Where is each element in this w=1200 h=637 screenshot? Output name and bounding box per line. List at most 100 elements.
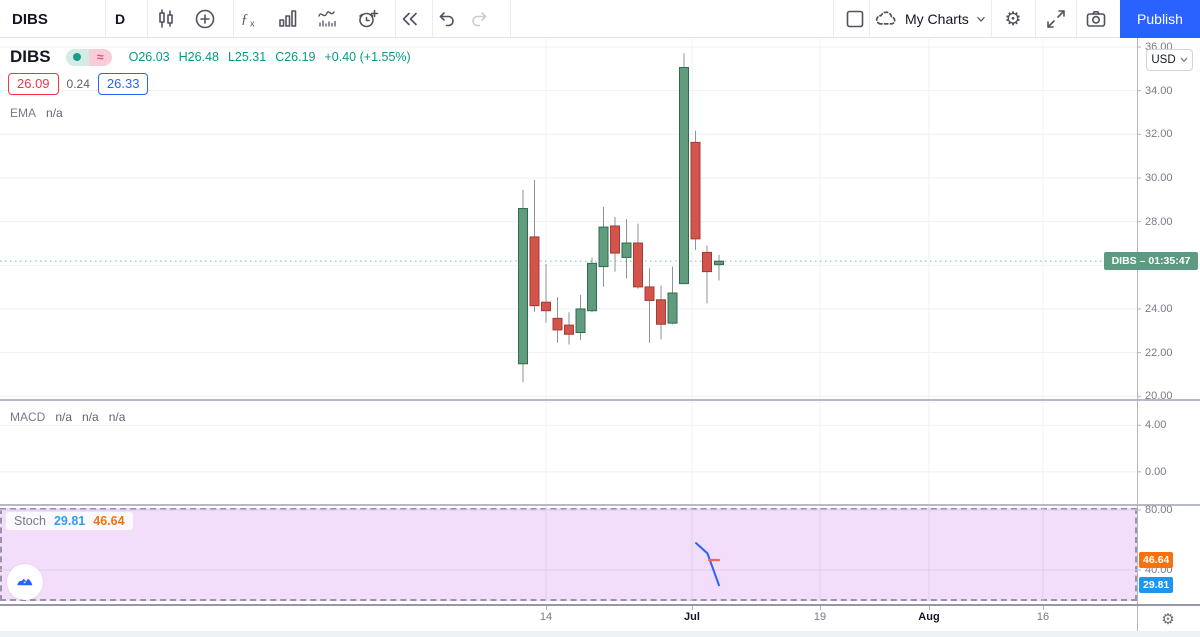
indicators-button[interactable]: ƒ x xyxy=(236,7,260,31)
macd-legend[interactable]: MACD n/a n/a n/a xyxy=(10,410,125,424)
fx-indicators-icon: ƒ x xyxy=(241,12,255,29)
toolbar-separator xyxy=(395,0,396,38)
top-toolbar: DIBS D ƒ x xyxy=(0,0,1200,38)
stoch-price-tick: 80.00 xyxy=(1145,504,1173,516)
sell-bid-button[interactable]: 26.09 xyxy=(8,73,59,95)
main-price-tick: 34.00 xyxy=(1145,84,1173,97)
toolbar-separator xyxy=(147,0,148,38)
stoch-label: Stoch xyxy=(14,514,46,528)
stoch-k-value: 29.81 xyxy=(53,514,86,528)
chevron-down-icon xyxy=(977,16,985,22)
pane-separator-macd[interactable] xyxy=(0,399,1200,401)
pane-separator-stoch[interactable] xyxy=(0,504,1200,506)
gear-icon: ⚙ xyxy=(1004,8,1022,30)
main-price-tick: 22.00 xyxy=(1145,346,1173,359)
my-charts-label: My Charts xyxy=(905,11,969,27)
compare-add-button[interactable] xyxy=(193,7,217,31)
high-value: H26.48 xyxy=(178,50,219,64)
camera-icon xyxy=(1086,11,1106,27)
time-tick-label: 19 xyxy=(813,611,827,623)
ohlc-values: O26.03 H26.48 L25.31 C26.19 +0.40 (+1.55… xyxy=(129,50,411,64)
tradingview-logo-button[interactable] xyxy=(7,564,43,600)
toolbar-separator xyxy=(1035,0,1036,38)
macd-price-tick: 0.00 xyxy=(1145,465,1167,478)
macd-value-1: n/a xyxy=(55,410,73,424)
series-toggle-pill[interactable]: ≈ xyxy=(65,48,112,66)
symbol-search-button[interactable]: DIBS xyxy=(12,10,48,28)
redo-arrow-icon xyxy=(472,12,487,27)
bid-ask-row: 26.09 0.24 26.33 xyxy=(8,73,149,95)
time-tick-label: Aug xyxy=(918,611,940,623)
approx-marker-toggle[interactable]: ≈ xyxy=(88,48,112,66)
interval-button[interactable]: D xyxy=(115,11,126,27)
alarm-clock-plus-icon xyxy=(359,9,379,28)
plus-circle-icon xyxy=(195,9,215,29)
main-price-tick: 28.00 xyxy=(1145,215,1173,228)
main-price-tick: 20.00 xyxy=(1145,390,1173,403)
currency-dropdown[interactable]: USD xyxy=(1146,49,1193,71)
macd-value-2: n/a xyxy=(82,410,99,424)
svg-text:x: x xyxy=(250,19,255,29)
time-tick-mark xyxy=(1043,606,1044,610)
macd-value-3: n/a xyxy=(108,410,126,424)
change-value: +0.40 (+1.55%) xyxy=(324,50,411,64)
pattern-line-chart-icon xyxy=(318,11,336,27)
toolbar-separator xyxy=(105,0,106,38)
time-tick-label: Jul xyxy=(684,611,700,623)
time-axis-corner-border xyxy=(1137,606,1138,631)
fundamental-metrics-button[interactable] xyxy=(276,7,300,31)
close-value: C26.19 xyxy=(275,50,316,64)
fullscreen-button[interactable] xyxy=(1044,7,1068,31)
toolbar-separator xyxy=(1076,0,1077,38)
redo-button[interactable] xyxy=(467,7,491,31)
fullscreen-arrows-icon xyxy=(1047,10,1065,28)
toolbar-separator xyxy=(869,0,870,38)
toolbar-separator xyxy=(991,0,992,38)
main-series-legend: DIBS ≈ O26.03 H26.48 L25.31 C26.19 +0.40… xyxy=(10,47,411,67)
publish-button[interactable]: Publish xyxy=(1120,0,1200,38)
my-charts-button[interactable]: My Charts xyxy=(872,0,986,38)
last-price-label: DIBS – 01:35:47 xyxy=(1104,252,1198,271)
time-tick-label: 14 xyxy=(539,611,553,623)
time-tick-mark xyxy=(546,606,547,610)
open-value: O26.03 xyxy=(128,50,170,64)
main-price-tick: 32.00 xyxy=(1145,128,1173,141)
layout-square-icon xyxy=(846,10,864,28)
visibility-toggle[interactable] xyxy=(65,48,89,66)
undo-arrow-icon xyxy=(439,12,454,27)
stoch-legend[interactable]: Stoch 29.81 46.64 xyxy=(6,512,133,530)
legend-symbol[interactable]: DIBS xyxy=(10,47,51,66)
layout-select-button[interactable] xyxy=(843,7,867,31)
ema-legend[interactable]: EMA n/a xyxy=(10,106,63,120)
currency-label: USD xyxy=(1151,54,1176,66)
ema-label: EMA xyxy=(10,106,37,120)
candlestick-style-button[interactable] xyxy=(154,7,178,31)
toolbar-separator xyxy=(833,0,834,38)
replay-button[interactable] xyxy=(398,7,422,31)
spread-value: 0.24 xyxy=(66,77,90,91)
time-tick-mark xyxy=(929,606,930,610)
gear-icon: ⚙ xyxy=(1161,611,1175,628)
stoch-pane-background xyxy=(0,508,1137,601)
time-axis[interactable]: ⚙ 14 Jul 19 Aug 16 xyxy=(0,606,1200,631)
chevron-down-icon xyxy=(1180,57,1187,63)
cloud-icon xyxy=(875,11,896,25)
time-tick-mark xyxy=(692,606,693,610)
indicator-templates-button[interactable] xyxy=(316,7,340,31)
ema-value: n/a xyxy=(46,106,63,120)
bottom-strip xyxy=(0,631,1200,637)
snapshot-button[interactable] xyxy=(1084,7,1108,31)
time-tick-label: 16 xyxy=(1036,611,1050,623)
undo-button[interactable] xyxy=(435,7,459,31)
time-tick-mark xyxy=(820,606,821,610)
toolbar-separator xyxy=(510,0,511,38)
chart-settings-button[interactable]: ⚙ xyxy=(1001,7,1025,31)
buy-ask-button[interactable]: 26.33 xyxy=(97,73,149,95)
stoch-d-value: 46.64 xyxy=(93,514,125,528)
stoch-d-axis-label: 46.64 xyxy=(1139,552,1174,569)
main-price-tick: 30.00 xyxy=(1145,172,1173,184)
axis-settings-button[interactable]: ⚙ xyxy=(1156,608,1180,630)
alert-button[interactable] xyxy=(356,7,380,31)
